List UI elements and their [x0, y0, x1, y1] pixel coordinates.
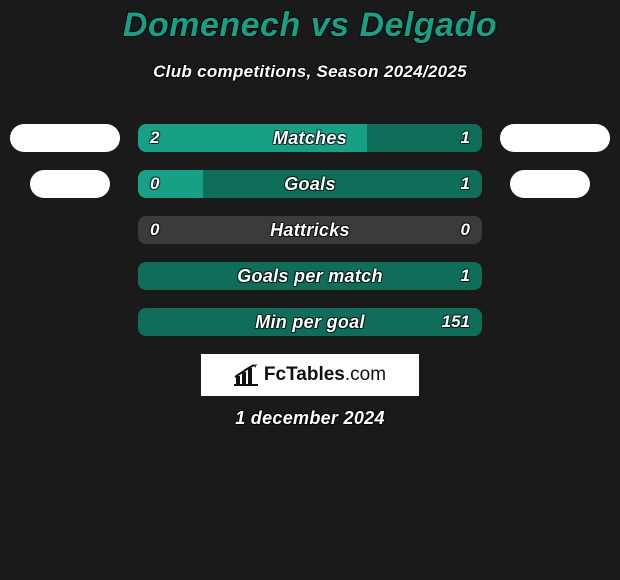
player2-bubble	[500, 124, 610, 152]
stat-value-right: 0	[461, 216, 470, 244]
page-title: Domenech vs Delgado	[0, 6, 620, 45]
stat-value-left: 0	[150, 216, 159, 244]
stat-row: Matches2 1	[0, 124, 620, 152]
stat-bar-track: Hattricks0 0	[138, 216, 482, 244]
subtitle: Club competitions, Season 2024/2025	[0, 62, 620, 82]
stat-bar-track: Goals per match1	[138, 262, 482, 290]
title-player2: Delgado	[359, 6, 497, 44]
comparison-infographic: Domenech vs Delgado Club competitions, S…	[0, 0, 620, 580]
stat-label: Goals per match	[138, 262, 482, 290]
stat-label: Matches	[138, 124, 482, 152]
date-text: 1 december 2024	[0, 408, 620, 429]
bar-chart-icon	[234, 364, 258, 386]
stat-label: Goals	[138, 170, 482, 198]
stat-value-right: 1	[461, 262, 470, 290]
stat-label: Hattricks	[138, 216, 482, 244]
stat-bar-track: Matches2 1	[138, 124, 482, 152]
stat-value-right: 1	[461, 170, 470, 198]
stat-row: Goals per match1	[0, 262, 620, 290]
stat-value-right: 1	[461, 124, 470, 152]
logo-text: FcTables.com	[264, 364, 386, 386]
stat-bar-track: Min per goal151	[138, 308, 482, 336]
player2-bubble	[510, 170, 590, 198]
stat-row: Min per goal151	[0, 308, 620, 336]
title-player1: Domenech	[123, 6, 301, 44]
logo-bold: FcTables	[264, 364, 345, 385]
stat-value-right: 151	[442, 308, 470, 336]
stat-row: Goals0 1	[0, 170, 620, 198]
stat-label: Min per goal	[138, 308, 482, 336]
player1-bubble	[10, 124, 120, 152]
title-vs: vs	[311, 6, 350, 44]
stat-bar-track: Goals0 1	[138, 170, 482, 198]
stat-value-left: 2	[150, 124, 159, 152]
logo-suffix: .com	[345, 364, 386, 385]
stat-row: Hattricks0 0	[0, 216, 620, 244]
player1-bubble	[30, 170, 110, 198]
logo-box[interactable]: FcTables.com	[201, 354, 419, 396]
stat-value-left: 0	[150, 170, 159, 198]
